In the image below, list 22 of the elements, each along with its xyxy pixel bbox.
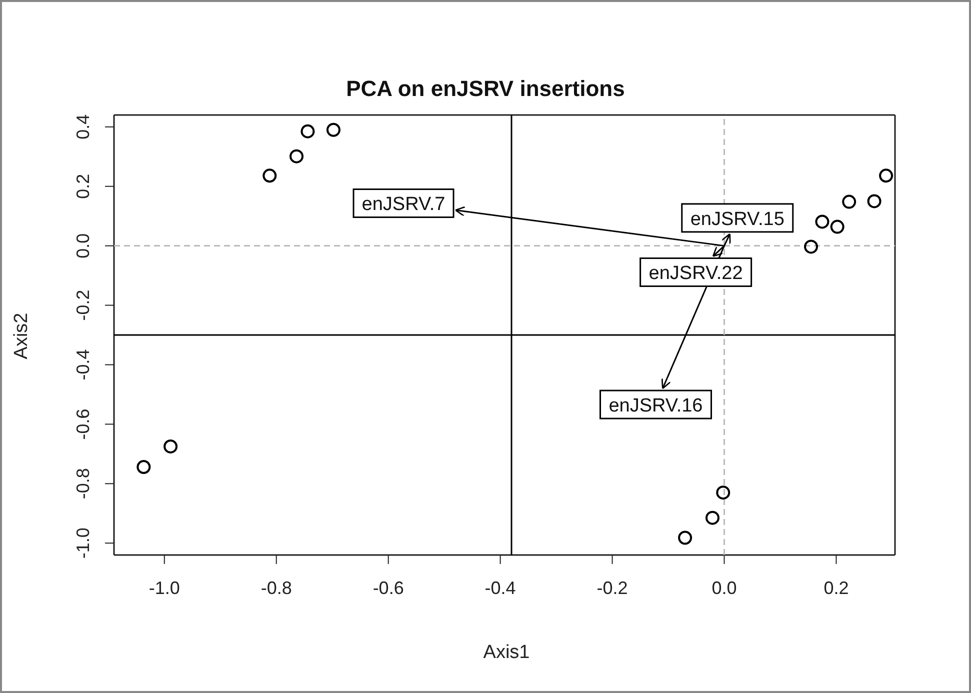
- chart-title: PCA on enJSRV insertions: [345, 76, 626, 102]
- x-tick-label: -0.4: [484, 578, 516, 598]
- annotation: enJSRV.7: [362, 194, 446, 216]
- x-tick-label: -1.0: [148, 578, 180, 598]
- annotation: enJSRV.22: [648, 263, 743, 284]
- x-tick-label: -0.8: [260, 578, 292, 598]
- x-axis-title: Axis1: [482, 642, 531, 664]
- y-tick-label: -0.8: [73, 468, 93, 500]
- y-tick-label: -1.0: [73, 528, 93, 559]
- y-tick-label: -0.6: [73, 408, 93, 440]
- y-tick-label: -0.2: [73, 290, 93, 321]
- y-tick-label: 0.0: [73, 233, 93, 258]
- annotation: enJSRV.15: [690, 208, 784, 230]
- x-tick-label: 0.2: [824, 578, 849, 598]
- y-tick-label: -0.4: [73, 349, 93, 380]
- y-tick-label: 0.4: [73, 114, 93, 140]
- annotation: enJSRV.16: [608, 396, 703, 417]
- x-tick-label: -0.2: [596, 578, 628, 598]
- x-tick-label: -0.6: [372, 578, 404, 598]
- y-axis-title: Axis2: [11, 312, 33, 362]
- x-tick-label: 0.0: [712, 578, 737, 598]
- y-tick-label: 0.2: [73, 174, 93, 199]
